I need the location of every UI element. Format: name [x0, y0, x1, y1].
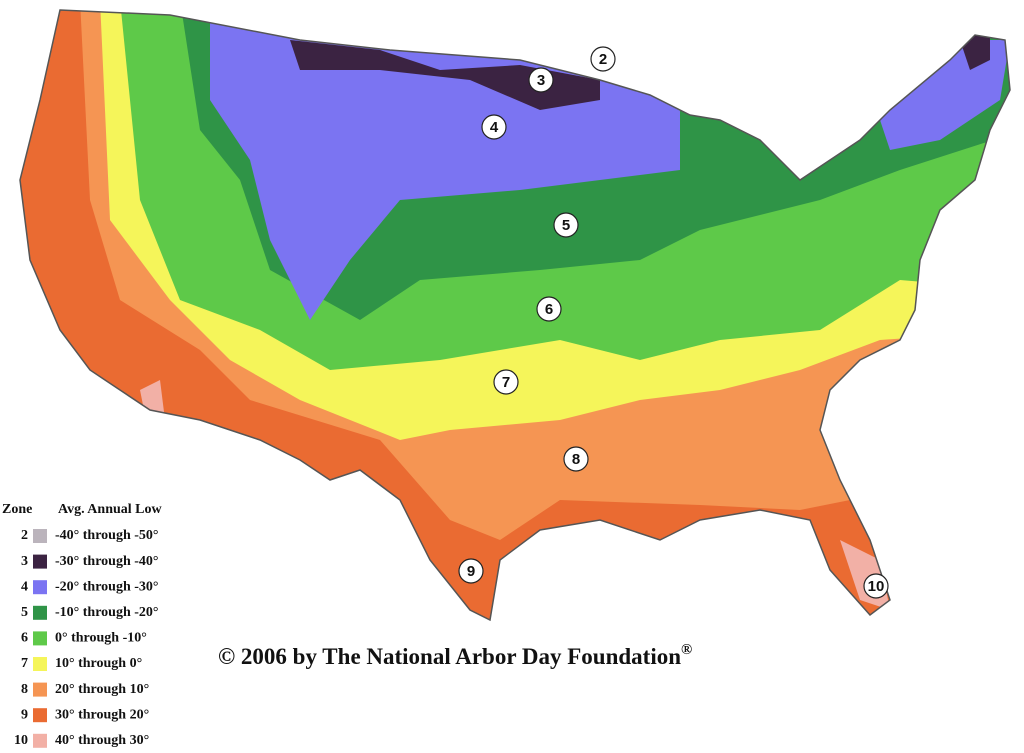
- legend-header: Zone: [2, 502, 32, 517]
- legend-swatch: [33, 554, 47, 569]
- legend-range: 30° through 20°: [55, 707, 149, 722]
- legend-swatch: [33, 631, 47, 646]
- legend-zone: 10: [14, 733, 28, 748]
- legend-swatch: [33, 529, 47, 543]
- legend-range: -40° through -50°: [55, 528, 159, 543]
- legend-swatch: [33, 708, 47, 723]
- legend-range: -30° through -40°: [55, 554, 159, 569]
- zone-badge: [536, 296, 562, 322]
- zone-badge: [528, 67, 554, 93]
- legend-zone: 9: [21, 707, 28, 722]
- legend-zone: 8: [21, 682, 28, 697]
- zone-label: 2: [599, 51, 607, 68]
- legend-range: 20° through 10°: [55, 682, 149, 697]
- copyright-text: © 2006 by The National Arbor Day Foundat…: [218, 644, 681, 669]
- zone-label: 7: [502, 374, 510, 391]
- legend-zone: 5: [21, 605, 28, 620]
- zone-band: [880, 40, 1010, 150]
- zone-label: 4: [490, 119, 499, 136]
- us-outline: [19, 9, 1011, 622]
- zone-labels: 2 3 4 5 6 7 8 9 10: [458, 46, 889, 599]
- zone-label: 5: [562, 217, 570, 234]
- zone-badge: [563, 446, 589, 472]
- zone-label: 9: [467, 563, 475, 580]
- legend-range: 0° through -10°: [55, 631, 147, 646]
- legend: Zone Avg. Annual Low 2 -40° through -50° 3…: [2, 502, 162, 748]
- zone-badge: [590, 46, 616, 72]
- legend-range: 10° through 0°: [55, 656, 142, 671]
- legend-zone: 2: [21, 528, 28, 543]
- zone-label: 8: [572, 451, 580, 468]
- legend-swatch: [33, 605, 47, 620]
- legend-zone: 4: [21, 579, 28, 594]
- legend-swatch: [33, 733, 47, 748]
- registered-mark: ®: [681, 642, 692, 658]
- legend-range: 40° through 30°: [55, 733, 149, 748]
- legend-zone: 7: [21, 656, 28, 671]
- legend-swatch: [33, 682, 47, 697]
- zone-badge: [553, 212, 579, 238]
- copyright: © 2006 by The National Arbor Day Foundat…: [218, 642, 692, 669]
- legend-range: -20° through -30°: [55, 579, 159, 594]
- legend-swatch: [33, 657, 47, 671]
- zone-badge: [481, 114, 507, 140]
- legend-swatch: [33, 580, 47, 595]
- zone-badge: [863, 573, 889, 599]
- zone-badge: [493, 369, 519, 395]
- legend-zone: 3: [21, 554, 28, 569]
- zone-band: [290, 40, 600, 110]
- zone-badge: [458, 558, 484, 584]
- legend-header: Avg. Annual Low: [58, 502, 162, 517]
- zone-label: 10: [868, 578, 885, 595]
- legend-range: -10° through -20°: [55, 605, 159, 620]
- legend-zone: 6: [21, 631, 28, 646]
- zone-label: 3: [537, 72, 545, 89]
- zone-label: 6: [545, 301, 553, 318]
